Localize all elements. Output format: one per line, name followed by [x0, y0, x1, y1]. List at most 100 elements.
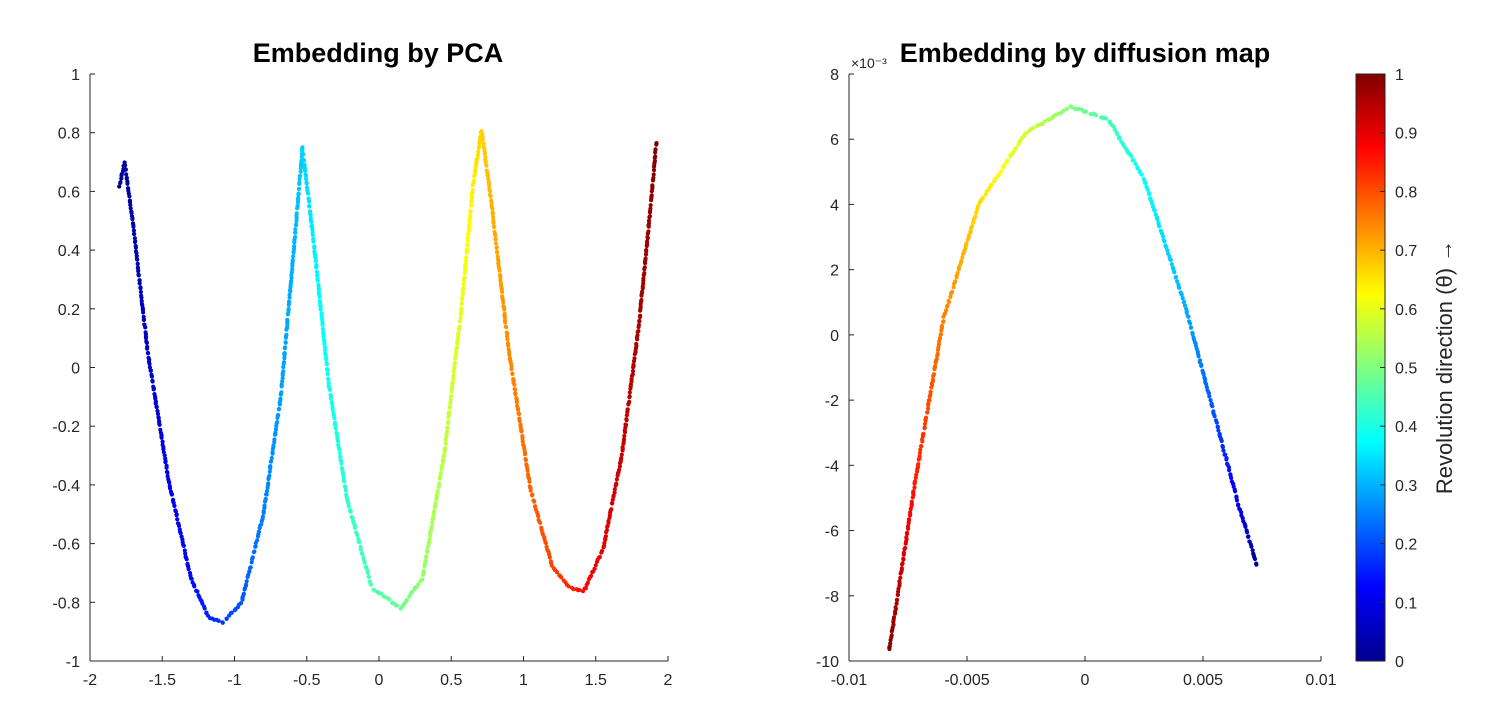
- data-point: [642, 265, 647, 270]
- data-point: [634, 341, 639, 347]
- data-point: [906, 521, 911, 526]
- data-point: [493, 233, 498, 238]
- data-point: [507, 352, 512, 357]
- data-point: [429, 524, 434, 529]
- data-point: [420, 577, 425, 582]
- data-point: [280, 376, 285, 381]
- data-point: [490, 211, 495, 217]
- data-point: [1135, 165, 1140, 170]
- data-point: [527, 476, 532, 481]
- data-point: [1016, 142, 1021, 147]
- data-point: [493, 241, 498, 246]
- data-point: [220, 620, 225, 625]
- data-point: [298, 169, 303, 174]
- y-tick-label: -8: [825, 589, 839, 606]
- data-point: [1190, 330, 1195, 335]
- data-point: [1220, 443, 1225, 449]
- data-point: [487, 183, 492, 188]
- data-point: [1228, 472, 1233, 477]
- data-point: [505, 334, 510, 339]
- colorbar-tick-label: 0.5: [1395, 361, 1417, 378]
- data-point: [163, 460, 168, 465]
- data-point: [326, 377, 331, 382]
- data-point: [281, 360, 287, 365]
- colorbar-tick-label: 0.6: [1395, 302, 1417, 319]
- data-point: [286, 299, 292, 304]
- data-point: [283, 340, 288, 345]
- data-point: [1213, 418, 1219, 423]
- colorbar-tick-label: 0.3: [1395, 478, 1417, 495]
- data-point: [360, 551, 365, 557]
- data-point: [1088, 112, 1093, 117]
- data-point: [1181, 299, 1187, 304]
- data-point: [1188, 325, 1194, 330]
- data-point: [459, 310, 464, 315]
- data-point: [138, 289, 143, 295]
- data-point: [451, 369, 456, 374]
- data-point: [457, 324, 462, 329]
- data-point: [525, 468, 530, 473]
- data-point: [894, 601, 899, 606]
- y-tick-label: 1: [71, 67, 80, 84]
- data-point: [464, 247, 469, 252]
- data-point: [1161, 237, 1166, 242]
- data-point: [1202, 375, 1207, 380]
- data-point: [269, 455, 274, 461]
- data-point: [238, 601, 244, 606]
- data-point: [926, 403, 931, 408]
- data-point: [135, 257, 140, 262]
- data-point: [895, 592, 900, 597]
- data-point: [309, 223, 315, 228]
- data-point: [293, 230, 298, 235]
- data-point: [610, 501, 615, 506]
- data-point: [484, 163, 489, 168]
- data-point: [642, 271, 647, 276]
- data-point: [216, 618, 221, 624]
- data-point: [501, 300, 506, 305]
- y-tick-label: -0.2: [52, 419, 80, 436]
- data-point: [514, 400, 519, 405]
- data-point: [1182, 303, 1188, 308]
- data-point: [510, 371, 515, 376]
- data-point: [281, 365, 286, 370]
- data-point: [1209, 401, 1214, 406]
- pca-y-ticks: -1 -0.8 -0.6 -0.4 -0.2 0 0.2 0.4 0.6 0.8 1: [52, 67, 95, 671]
- data-point: [466, 232, 471, 237]
- data-point: [509, 366, 514, 372]
- data-point: [295, 203, 300, 208]
- data-point: [175, 517, 180, 522]
- data-point: [632, 356, 637, 361]
- data-point: [174, 513, 179, 518]
- data-point: [487, 188, 493, 194]
- data-point: [346, 504, 351, 509]
- data-point: [1225, 461, 1230, 466]
- data-point: [513, 392, 518, 397]
- data-point: [357, 539, 362, 544]
- data-point: [143, 336, 149, 341]
- data-point: [469, 199, 474, 204]
- data-point: [1221, 448, 1226, 453]
- data-point: [131, 224, 136, 229]
- y-tick-label: -2: [825, 393, 839, 410]
- data-point: [493, 237, 498, 242]
- data-point: [592, 566, 597, 571]
- data-point: [1208, 398, 1213, 403]
- data-point: [263, 497, 268, 502]
- data-point: [315, 278, 320, 283]
- data-point: [500, 289, 505, 294]
- data-point: [282, 351, 287, 356]
- data-point: [468, 209, 473, 214]
- data-point: [604, 528, 610, 533]
- data-point: [314, 269, 320, 275]
- data-point: [117, 184, 122, 189]
- data-point: [1133, 161, 1138, 166]
- diffusion-y-ticks: -10 -8 -6 -4 -2 0 2 4 6 8: [816, 67, 854, 671]
- data-point: [645, 234, 650, 240]
- data-point: [480, 137, 485, 143]
- data-point: [458, 315, 463, 320]
- data-point: [303, 168, 308, 173]
- y-tick-label: 0: [830, 328, 839, 345]
- data-point: [908, 512, 913, 518]
- data-point: [317, 294, 322, 299]
- y-tick-label: -10: [816, 654, 839, 671]
